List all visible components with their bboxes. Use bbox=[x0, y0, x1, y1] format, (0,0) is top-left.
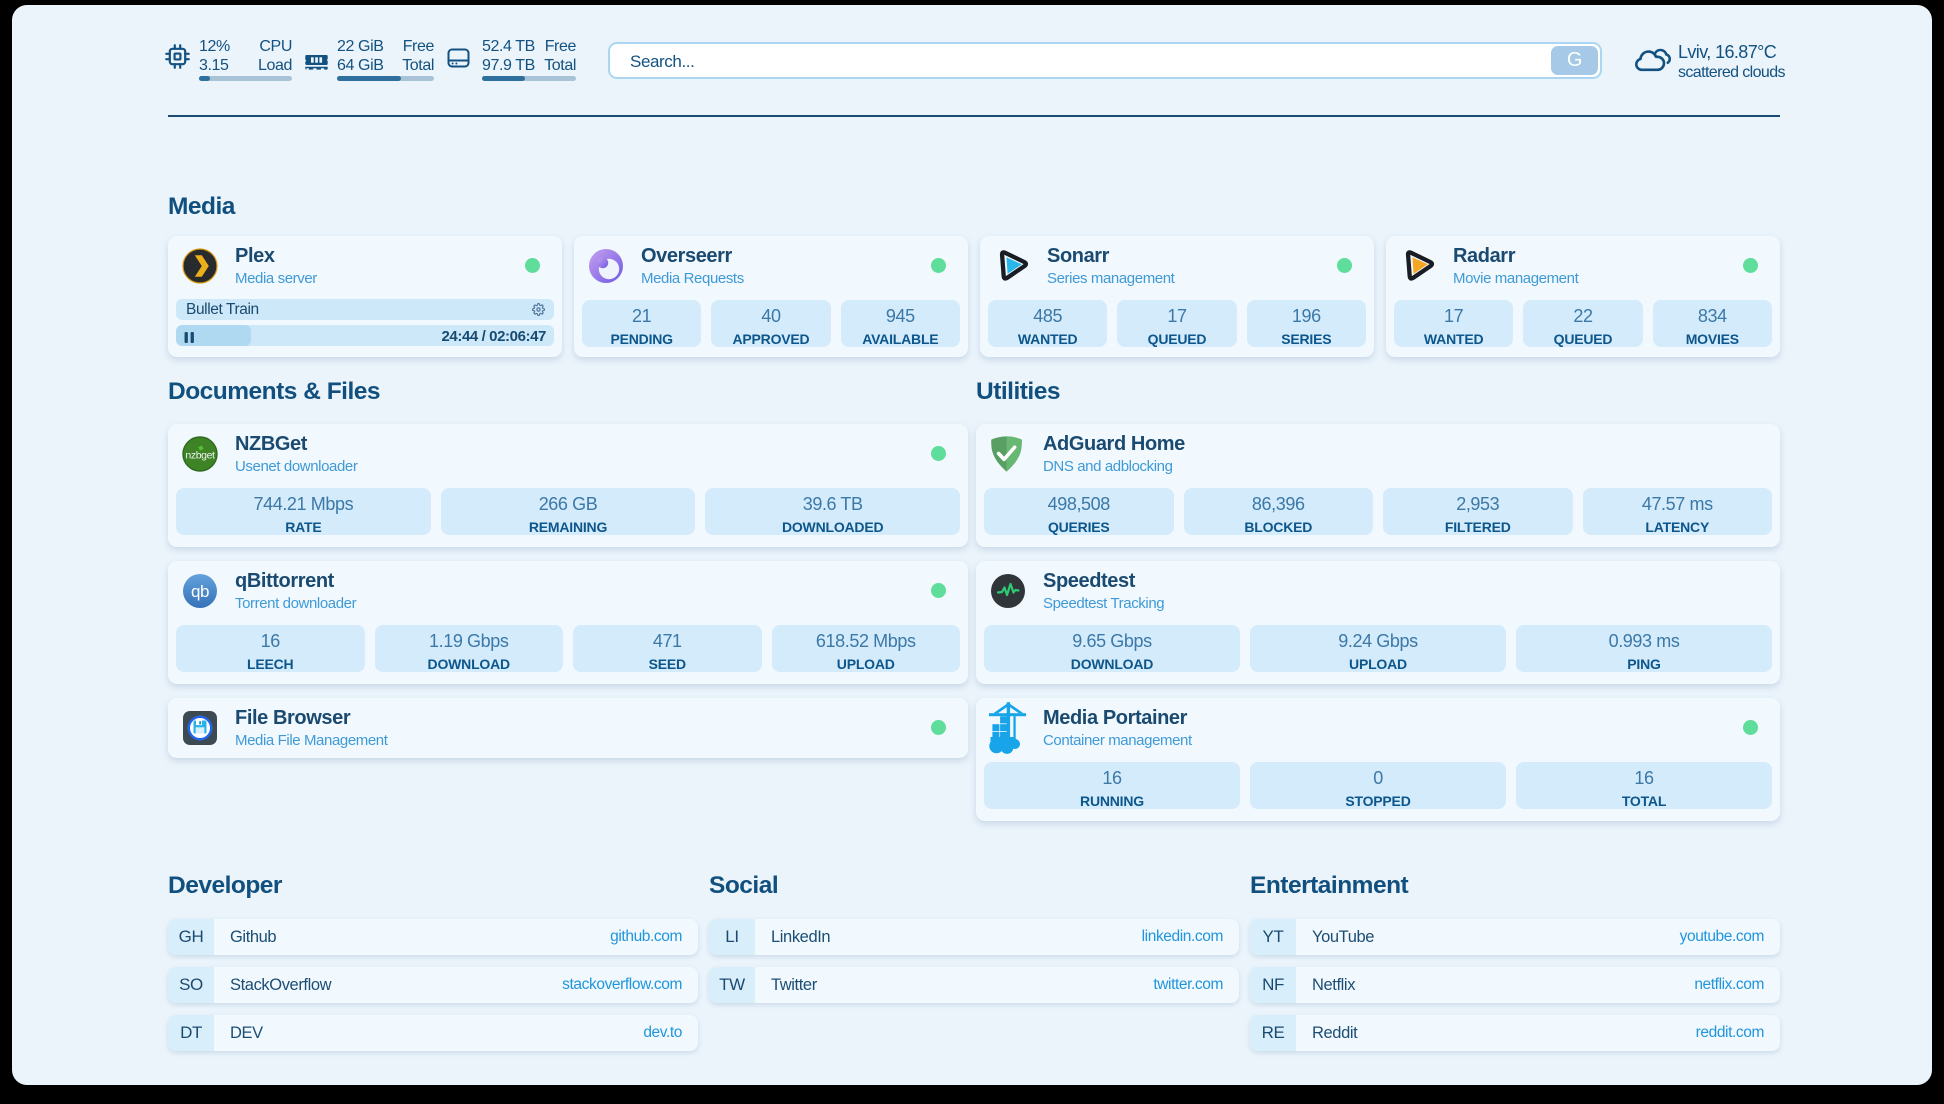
svg-text:qb: qb bbox=[191, 582, 209, 601]
svg-text:nzbget: nzbget bbox=[185, 450, 215, 462]
